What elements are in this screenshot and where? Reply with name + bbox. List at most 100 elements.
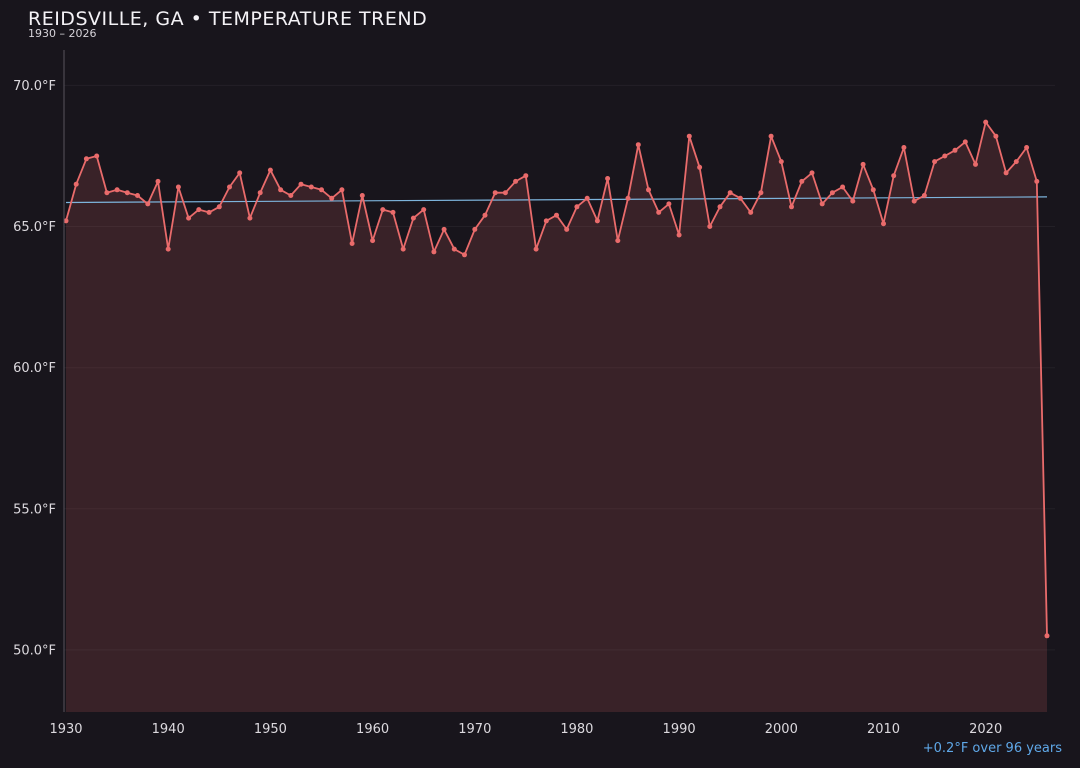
data-point <box>1024 145 1030 150</box>
x-tick-label: 1960 <box>356 722 389 737</box>
data-point <box>431 249 437 255</box>
data-point <box>206 209 212 215</box>
data-point <box>809 170 815 176</box>
data-point <box>410 215 416 221</box>
data-point <box>901 145 907 150</box>
data-point <box>605 176 611 181</box>
data-point <box>339 187 345 193</box>
data-point <box>288 193 294 198</box>
data-point <box>421 207 427 213</box>
data-point <box>564 226 570 232</box>
data-point <box>196 207 202 213</box>
data-point <box>472 226 478 232</box>
data-point <box>329 195 335 201</box>
data-point <box>921 193 927 198</box>
data-point <box>73 181 79 187</box>
data-point <box>717 204 723 210</box>
y-tick-label: 50.0°F <box>13 643 56 658</box>
data-point <box>656 209 662 215</box>
data-point <box>983 119 989 125</box>
trend-summary-label: +0.2°F over 96 years <box>922 741 1062 756</box>
data-point <box>840 184 846 190</box>
data-point <box>543 218 549 224</box>
data-point <box>155 178 161 184</box>
data-point <box>574 204 580 210</box>
data-point <box>349 241 355 246</box>
x-tick-label: 1970 <box>458 722 491 737</box>
trend-line <box>65 196 1048 204</box>
data-point <box>319 187 324 193</box>
data-point <box>911 198 917 204</box>
chart-area-fill <box>66 122 1047 713</box>
data-point <box>124 190 130 196</box>
data-point <box>400 246 406 252</box>
data-point <box>860 161 866 167</box>
data-point <box>227 184 232 190</box>
data-point <box>635 142 641 148</box>
data-point <box>451 246 457 252</box>
data-point <box>870 187 876 193</box>
data-point <box>686 133 692 139</box>
y-tick-label: 60.0°F <box>13 361 56 376</box>
y-tick-label: 70.0°F <box>13 79 56 94</box>
data-point <box>646 187 651 193</box>
data-point <box>482 212 488 218</box>
data-point <box>625 195 631 201</box>
data-point <box>1013 159 1019 165</box>
data-point <box>83 156 89 162</box>
data-point <box>114 187 120 193</box>
data-point <box>778 159 784 165</box>
data-point <box>584 195 590 201</box>
data-point <box>278 187 284 193</box>
data-point <box>390 209 396 215</box>
data-point <box>1003 170 1009 176</box>
data-point <box>615 238 621 244</box>
data-point <box>891 173 897 179</box>
data-point <box>175 184 181 190</box>
data-point <box>1034 178 1040 184</box>
data-point <box>462 252 467 258</box>
x-tick-label: 1930 <box>49 722 82 737</box>
data-point <box>962 139 968 145</box>
data-point <box>932 159 938 165</box>
data-point <box>799 178 805 184</box>
y-tick-label: 55.0°F <box>13 502 56 517</box>
data-point <box>666 201 672 207</box>
data-point <box>881 221 886 227</box>
data-point <box>308 184 314 190</box>
chart-subtitle: 1930 – 2026 <box>28 27 97 40</box>
chart-title: REIDSVILLE, GA • TEMPERATURE TREND <box>28 8 428 30</box>
x-tick-label: 2010 <box>867 722 900 737</box>
y-tick-label: 65.0°F <box>13 220 56 235</box>
data-point <box>523 173 529 179</box>
data-point <box>829 190 835 196</box>
data-point <box>533 246 539 252</box>
x-tick-label: 1940 <box>152 722 185 737</box>
data-point <box>758 190 764 196</box>
x-tick-label: 1980 <box>560 722 593 737</box>
data-point <box>257 190 263 196</box>
data-point <box>247 215 253 221</box>
data-point <box>267 167 273 173</box>
data-point <box>502 190 508 196</box>
data-point <box>216 204 222 210</box>
data-point <box>359 193 365 198</box>
data-point <box>993 133 999 139</box>
data-point <box>727 190 733 196</box>
data-point <box>554 212 559 218</box>
data-point <box>697 164 703 170</box>
data-point <box>94 153 100 159</box>
data-point <box>942 153 948 159</box>
data-point <box>676 232 682 238</box>
data-point <box>819 201 825 207</box>
data-point <box>737 195 743 201</box>
data-point <box>165 246 171 252</box>
data-point <box>104 190 110 196</box>
data-point <box>594 218 600 224</box>
data-point <box>850 198 856 204</box>
data-point <box>186 215 192 221</box>
data-point <box>707 224 713 229</box>
data-point <box>492 190 498 196</box>
